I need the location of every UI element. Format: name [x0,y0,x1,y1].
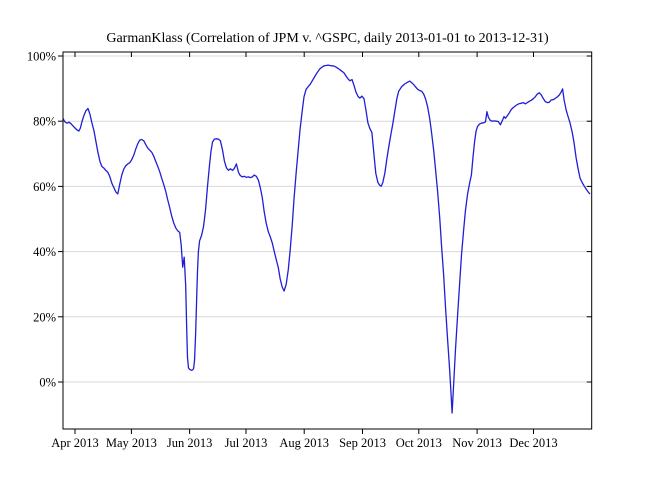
x-tick-label: May 2013 [106,436,157,450]
y-tick-label: 0% [39,376,56,390]
x-tick-label: Sep 2013 [339,436,386,450]
x-tick-label: Jun 2013 [167,436,213,450]
chart-title: GarmanKlass (Correlation of JPM v. ^GSPC… [106,31,549,46]
x-tick-label: Nov 2013 [452,436,502,450]
x-tick-label: Jul 2013 [225,436,268,450]
series-line [62,64,591,414]
plot-border [62,51,593,430]
y-tick-label: 40% [33,245,56,259]
x-tick-label: Aug 2013 [279,436,329,450]
x-tick-label: Dec 2013 [509,436,557,450]
y-tick-label: 100% [27,50,56,64]
y-tick-label: 20% [33,310,56,324]
y-tick-label: 80% [33,115,56,129]
y-tick-label: 60% [33,180,56,194]
x-tick-label: Apr 2013 [51,436,99,450]
x-tick-label: Oct 2013 [396,436,442,450]
